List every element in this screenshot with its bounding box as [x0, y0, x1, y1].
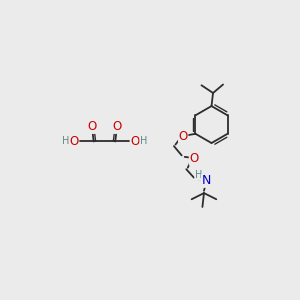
Text: H: H [61, 136, 69, 146]
Text: O: O [112, 120, 122, 134]
Text: H: H [195, 170, 202, 180]
Text: O: O [69, 135, 78, 148]
Text: O: O [178, 130, 188, 142]
Text: O: O [189, 152, 199, 165]
Text: O: O [88, 120, 97, 134]
Text: O: O [130, 135, 140, 148]
Text: H: H [140, 136, 147, 146]
Text: N: N [202, 174, 211, 187]
